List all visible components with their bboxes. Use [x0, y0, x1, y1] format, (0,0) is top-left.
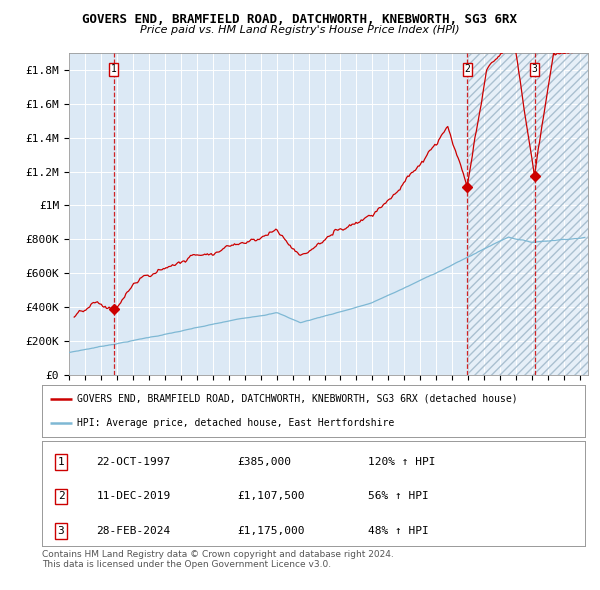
Text: £1,107,500: £1,107,500	[238, 491, 305, 502]
Text: £1,175,000: £1,175,000	[238, 526, 305, 536]
Text: 1: 1	[111, 64, 117, 74]
Bar	[468, 53, 600, 375]
Text: GOVERS END, BRAMFIELD ROAD, DATCHWORTH, KNEBWORTH, SG3 6RX (detached house): GOVERS END, BRAMFIELD ROAD, DATCHWORTH, …	[77, 394, 518, 404]
Text: HPI: Average price, detached house, East Hertfordshire: HPI: Average price, detached house, East…	[77, 418, 395, 428]
Text: GOVERS END, BRAMFIELD ROAD, DATCHWORTH, KNEBWORTH, SG3 6RX: GOVERS END, BRAMFIELD ROAD, DATCHWORTH, …	[83, 13, 517, 26]
Text: 1: 1	[58, 457, 64, 467]
Text: 2: 2	[464, 64, 470, 74]
Text: 48% ↑ HPI: 48% ↑ HPI	[368, 526, 428, 536]
Text: Contains HM Land Registry data © Crown copyright and database right 2024.
This d: Contains HM Land Registry data © Crown c…	[42, 550, 394, 569]
Text: 3: 3	[532, 64, 538, 74]
Text: 28-FEB-2024: 28-FEB-2024	[97, 526, 170, 536]
Text: 56% ↑ HPI: 56% ↑ HPI	[368, 491, 428, 502]
Text: 11-DEC-2019: 11-DEC-2019	[97, 491, 170, 502]
Text: 120% ↑ HPI: 120% ↑ HPI	[368, 457, 436, 467]
Text: £385,000: £385,000	[238, 457, 292, 467]
Text: 2: 2	[58, 491, 64, 502]
Text: Price paid vs. HM Land Registry's House Price Index (HPI): Price paid vs. HM Land Registry's House …	[140, 25, 460, 35]
Text: 3: 3	[58, 526, 64, 536]
Text: 22-OCT-1997: 22-OCT-1997	[97, 457, 170, 467]
